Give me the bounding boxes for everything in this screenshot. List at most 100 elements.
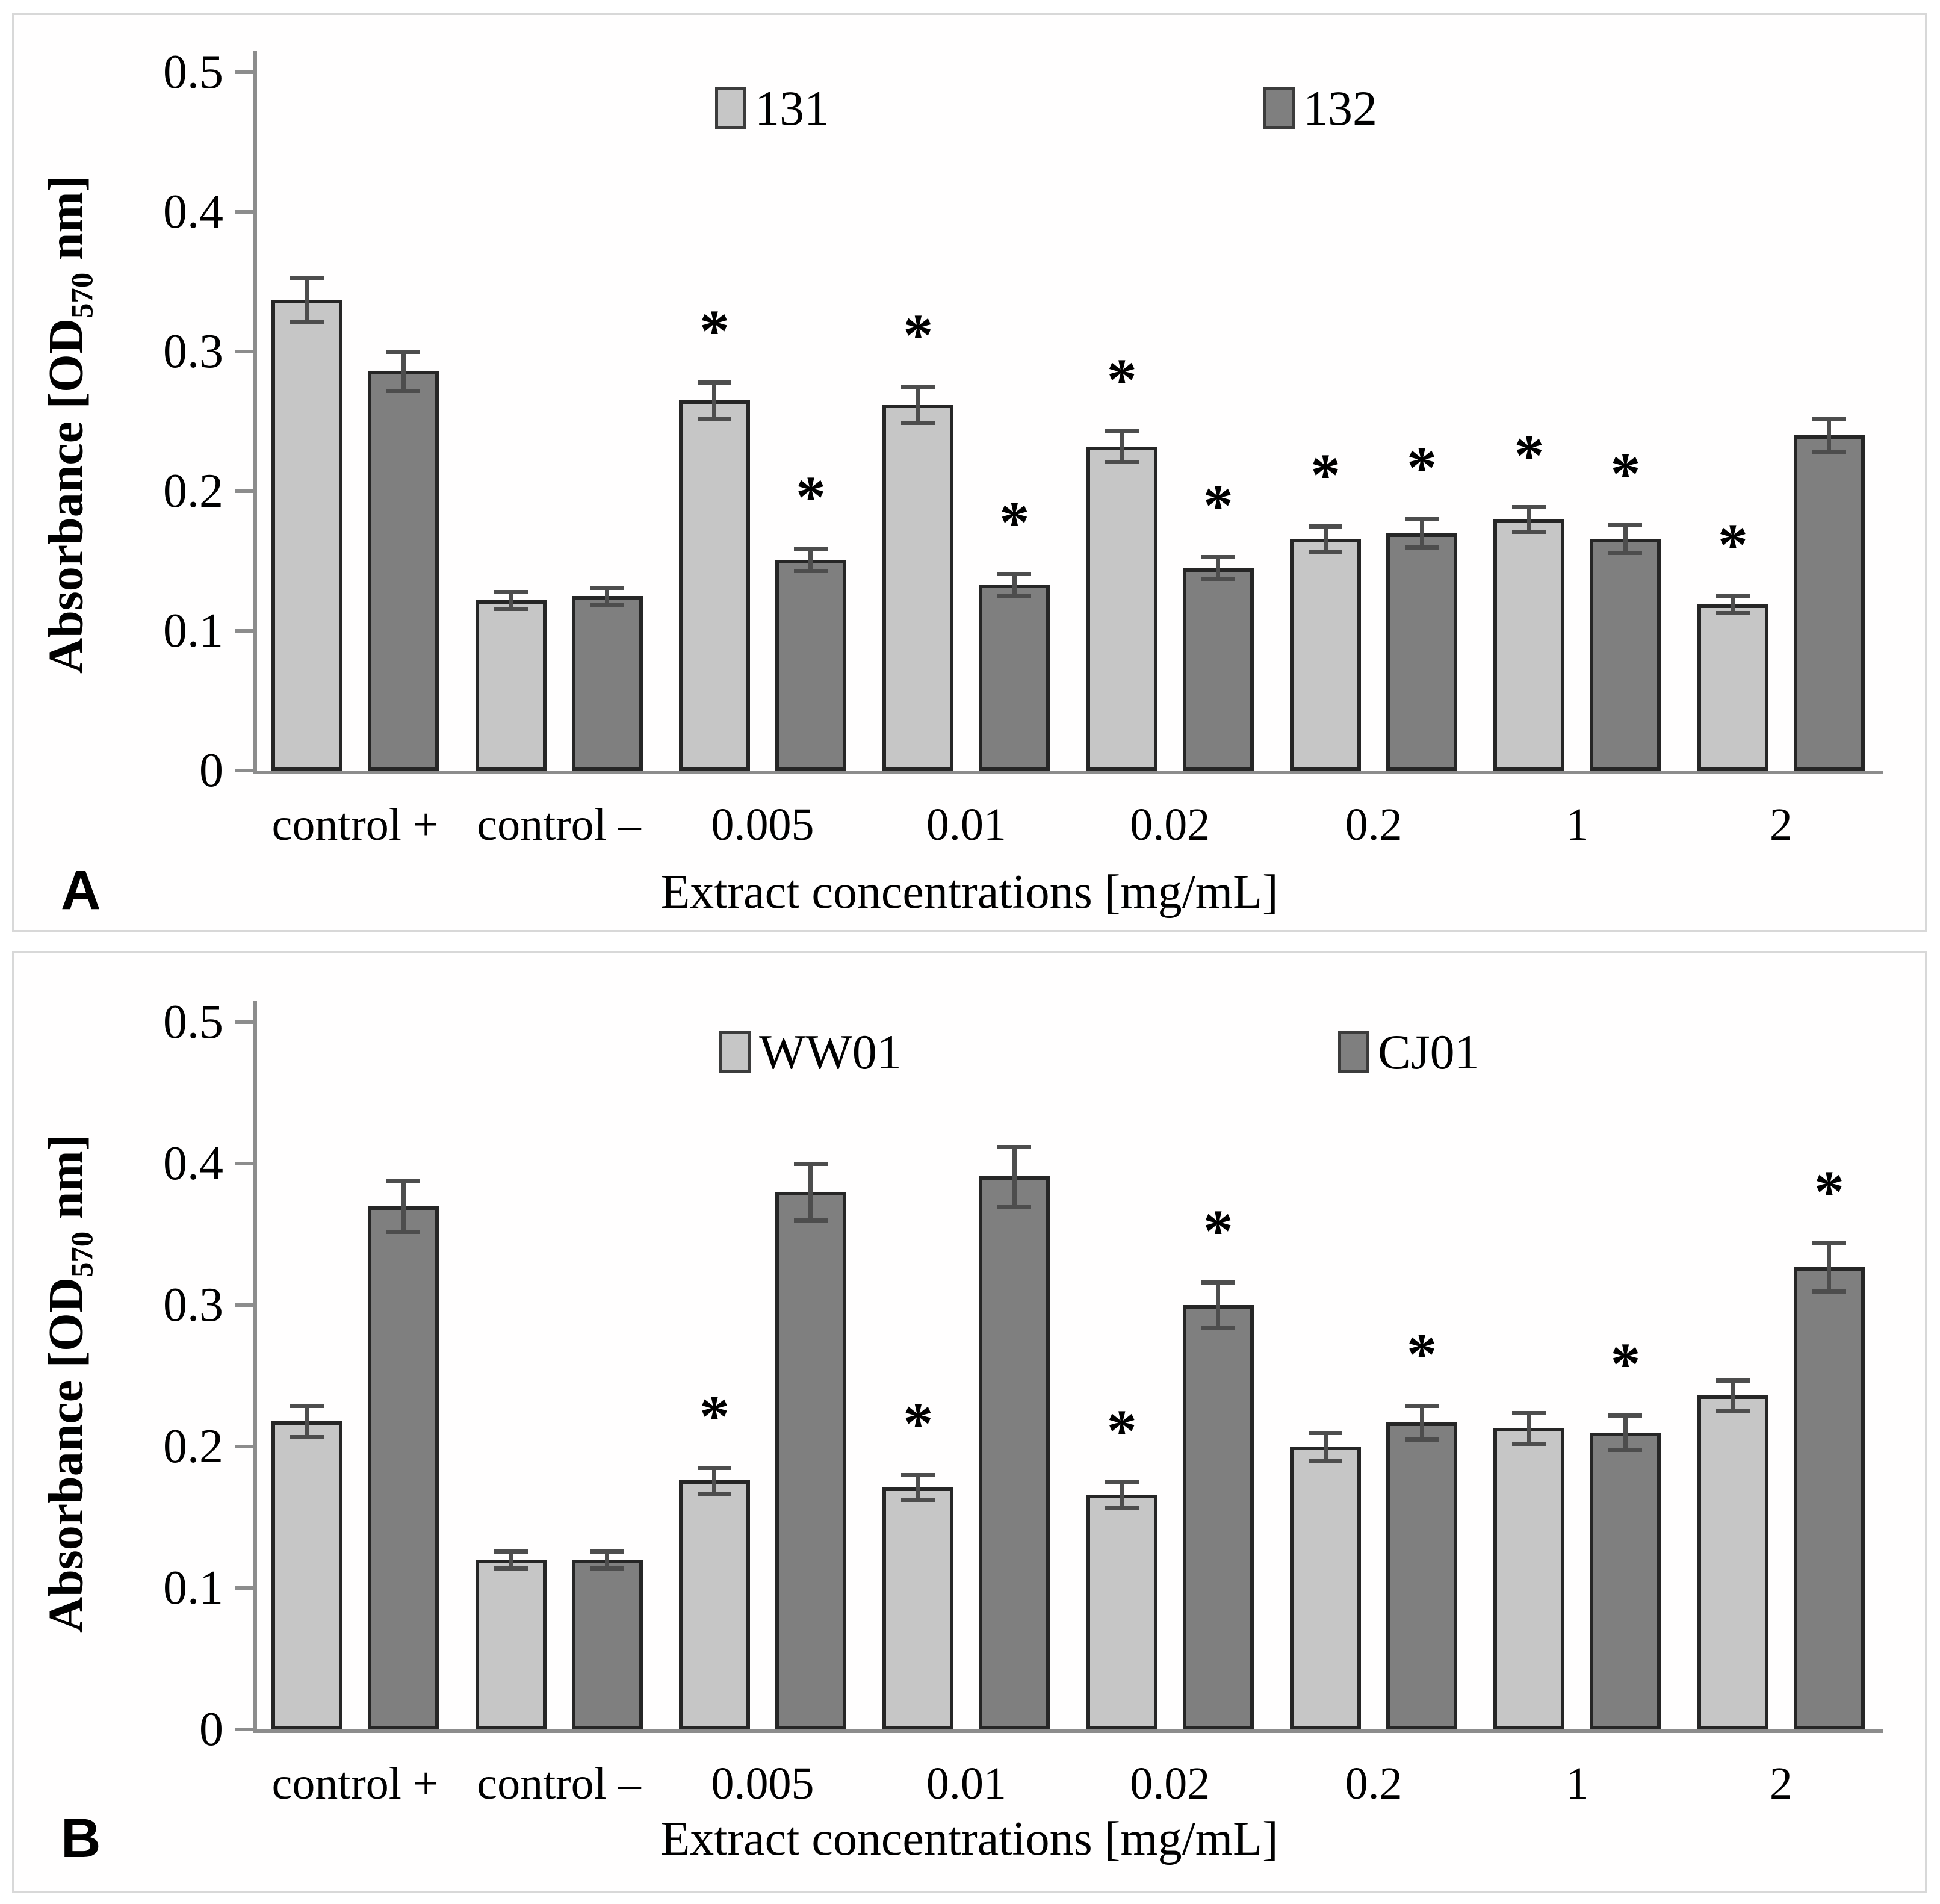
error-bar-cap-top — [1812, 1241, 1846, 1245]
y-axis-label: Absorbance [OD570 nm] — [38, 175, 99, 674]
significance-asterisk: * — [795, 464, 826, 531]
bar-132-0.005 — [775, 559, 846, 771]
bar-CJ01-2 — [1793, 1267, 1865, 1729]
error-bar-cap-top — [494, 590, 528, 595]
error-bar-cap-bottom — [901, 1498, 935, 1503]
significance-asterisk: * — [1407, 1320, 1437, 1388]
bar-WW01-2 — [1697, 1395, 1768, 1729]
bar-CJ01-control – — [571, 1560, 643, 1729]
bar-CJ01-1 — [1590, 1432, 1661, 1729]
significance-asterisk: * — [1106, 1397, 1137, 1464]
x-tick-label: control – — [477, 1758, 641, 1809]
y-tick-label: 0.2 — [163, 1420, 223, 1473]
error-bar-cap-top — [1309, 524, 1343, 529]
error-bar-cap-top — [901, 385, 935, 389]
error-bar — [712, 1468, 717, 1493]
legend-item: CJ01 — [1338, 1025, 1480, 1079]
error-bar-cap-bottom — [1309, 549, 1343, 554]
error-bar-cap-top — [494, 1549, 528, 1554]
error-bar — [1419, 519, 1424, 547]
error-bar-cap-top — [1715, 1378, 1750, 1383]
x-tick-label: 0.01 — [926, 1758, 1006, 1809]
legend-item: 132 — [1263, 81, 1377, 135]
legend-swatch-series2 — [1263, 87, 1295, 129]
error-bar — [401, 1180, 406, 1232]
bar-131-2 — [1697, 604, 1768, 771]
error-bar-cap-bottom — [290, 320, 324, 325]
error-bar — [1216, 1282, 1221, 1328]
error-bar — [712, 382, 717, 419]
bar-131-0.01 — [882, 405, 954, 771]
y-tick-label: 0.3 — [163, 325, 223, 378]
significance-asterisk: * — [1514, 421, 1545, 489]
bar-WW01-0.01 — [882, 1487, 954, 1729]
y-tick-mark — [235, 1303, 253, 1307]
error-bar-cap-top — [290, 276, 324, 281]
y-tick-label: 0.2 — [163, 465, 223, 518]
error-bar-cap-bottom — [997, 1204, 1032, 1209]
bar-131-0.005 — [678, 400, 750, 771]
error-bar — [1323, 1432, 1328, 1461]
y-axis — [253, 51, 257, 774]
significance-asterisk: * — [1610, 439, 1641, 507]
y-tick-mark — [235, 489, 253, 493]
error-bar-cap-top — [1201, 1280, 1235, 1285]
legend-label-series2: 132 — [1303, 81, 1377, 135]
error-bar-cap-top — [997, 571, 1032, 576]
error-bar-cap-bottom — [494, 606, 528, 611]
y-tick-mark — [235, 350, 253, 353]
x-tick-label: 0.02 — [1130, 1758, 1210, 1809]
error-bar-cap-top — [901, 1473, 935, 1477]
error-bar-cap-bottom — [290, 1434, 324, 1439]
y-tick-label: 0 — [199, 1703, 223, 1756]
bar-CJ01-0.005 — [775, 1192, 846, 1729]
error-bar — [509, 1551, 513, 1569]
error-bar — [401, 352, 406, 391]
error-bar-cap-bottom — [1105, 1506, 1139, 1510]
error-bar-cap-bottom — [697, 1491, 731, 1496]
x-tick-label: 0.2 — [1345, 799, 1402, 850]
error-bar-cap-top — [1405, 517, 1439, 522]
y-tick-label: 0.4 — [163, 1137, 223, 1190]
bar-131-1 — [1493, 519, 1565, 771]
significance-asterisk: * — [903, 302, 934, 368]
bar-132-2 — [1793, 435, 1865, 771]
legend-label-series2: CJ01 — [1378, 1025, 1480, 1079]
error-bar-cap-top — [590, 586, 624, 591]
error-bar-cap-bottom — [1812, 1289, 1846, 1294]
error-bar-cap-bottom — [590, 602, 624, 607]
bar-132-0.2 — [1386, 533, 1458, 771]
significance-asterisk: * — [1203, 472, 1233, 539]
error-bar-cap-top — [1105, 1480, 1139, 1484]
y-tick-mark — [235, 1445, 253, 1448]
x-tick-label: 2 — [1769, 1758, 1793, 1809]
y-tick-label: 0.3 — [163, 1279, 223, 1332]
bar-132-0.02 — [1182, 568, 1254, 771]
error-bar-cap-bottom — [1608, 1447, 1643, 1452]
x-tick-label: 0.2 — [1345, 1758, 1402, 1809]
significance-asterisk: * — [1310, 441, 1341, 508]
error-bar-cap-bottom — [1405, 1437, 1439, 1442]
error-bar-cap-top — [997, 1144, 1032, 1149]
error-bar — [305, 1405, 309, 1437]
legend-swatch-series1 — [715, 87, 746, 129]
y-tick-label: 0.5 — [163, 996, 223, 1049]
error-bar-cap-top — [1812, 417, 1846, 421]
significance-asterisk: * — [1814, 1158, 1844, 1225]
bar-CJ01-0.01 — [979, 1176, 1050, 1729]
error-bar — [305, 278, 309, 323]
bar-CJ01-control + — [368, 1206, 439, 1729]
bar-WW01-control – — [475, 1560, 547, 1729]
legend-swatch-series2 — [1338, 1031, 1369, 1073]
error-bar-cap-bottom — [697, 417, 731, 421]
error-bar-cap-top — [1105, 429, 1139, 434]
error-bar-cap-top — [386, 1179, 421, 1183]
error-bar-cap-top — [1608, 523, 1643, 527]
bar-WW01-1 — [1493, 1428, 1565, 1729]
significance-asterisk: * — [903, 1390, 934, 1457]
legend-label-series1: 131 — [755, 81, 829, 135]
error-bar — [808, 1164, 813, 1220]
bar-132-0.01 — [979, 585, 1050, 771]
error-bar-cap-bottom — [386, 388, 421, 393]
